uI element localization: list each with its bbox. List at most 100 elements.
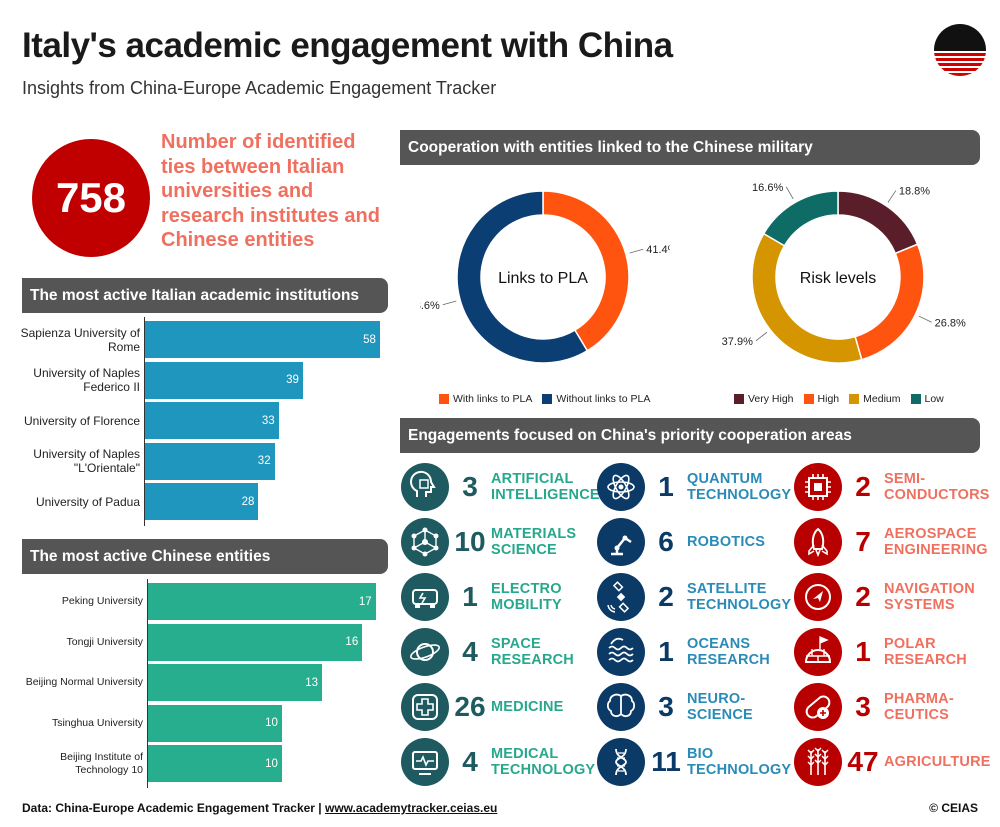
legend-label: Medium — [863, 393, 901, 405]
legend-swatch — [439, 394, 449, 404]
molecule-icon — [401, 518, 449, 566]
igloo-flag-icon — [794, 628, 842, 676]
legend-item: Very High — [734, 393, 794, 405]
donut-leader-line — [887, 190, 897, 203]
priority-area-label: SPACE RESEARCH — [491, 636, 574, 668]
donut-slice — [762, 190, 839, 247]
priority-area-label: MEDICAL TECHNOLOGY — [491, 746, 596, 778]
atom-icon — [597, 463, 645, 511]
section-chinese-entities: The most active Chinese entities — [22, 539, 388, 574]
priority-area-count: 4 — [462, 636, 478, 667]
priority-area-tile: 1 OCEANS RESEARCH — [597, 628, 795, 676]
priority-area-tile: 7 AEROSPACE ENGINEERING — [794, 518, 992, 566]
priority-area-tile: 2 SEMI-CONDUCTORS — [794, 463, 992, 511]
ceias-logo-icon — [934, 24, 986, 76]
donut-value-label: 18.8% — [899, 186, 930, 198]
legend-item: With links to PLA — [439, 393, 532, 405]
bar-value-label: 28 — [241, 495, 255, 508]
legend-label: High — [817, 393, 840, 405]
section-italian-institutions: The most active Italian academic institu… — [22, 278, 388, 313]
priority-area-label: OCEANS RESEARCH — [687, 636, 770, 668]
waves-icon — [597, 628, 645, 676]
bar-value-label: 16 — [345, 636, 359, 648]
priority-area-tile: 47 AGRICULTURE — [794, 738, 992, 786]
total-ties-description: Number of identified ties between Italia… — [161, 131, 380, 251]
priority-area-tile: 2 SATELLITE TECHNOLOGY — [597, 573, 795, 621]
copyright: © CEIAS — [929, 801, 978, 815]
priority-area-count: 26 — [454, 691, 486, 722]
priority-area-count: 1 — [658, 636, 674, 667]
bar: 58 — [145, 321, 380, 358]
priority-area-count: 4 — [462, 746, 478, 777]
bar-category-label: University of Padua — [35, 494, 140, 509]
bar-category-label: Beijing Institute of Technology 10 — [60, 750, 143, 776]
priority-area-count: 1 — [462, 581, 478, 612]
priority-area-tile: 3 NEURO-SCIENCE — [597, 683, 795, 731]
rocket-icon — [794, 518, 842, 566]
bar: 10 — [148, 704, 282, 742]
bar: 16 — [148, 623, 363, 661]
priority-area-count: 10 — [454, 526, 486, 557]
priority-area-label: MATERIALS SCIENCE — [491, 526, 577, 558]
risk-legend: Very High High Medium Low — [734, 393, 944, 405]
electric-car-icon — [401, 573, 449, 621]
priority-area-tile: 3 ARTIFICIAL INTELLIGENCE — [401, 463, 600, 511]
bar-value-label: 10 — [265, 757, 278, 770]
pla-legend: With links to PLA Without links to PLA — [439, 393, 650, 405]
bar-category-label: Tongji University — [66, 635, 143, 648]
bar-value-label: 33 — [261, 414, 275, 427]
legend-item: Without links to PLA — [542, 393, 650, 405]
priority-area-count: 47 — [847, 746, 879, 777]
source-prefix: Data: China-Europe Academic Engagement T… — [22, 801, 325, 815]
priority-area-label: SEMI-CONDUCTORS — [884, 471, 990, 503]
total-ties-badge: 758 — [32, 139, 150, 257]
legend-label: Very High — [748, 393, 794, 405]
section-priority-areas: Engagements focused on China's priority … — [400, 418, 980, 453]
donut-center-label: Risk levels — [800, 270, 876, 287]
donut-center-label: Links to PLA — [498, 270, 588, 287]
priority-area-label: ARTIFICIAL INTELLIGENCE — [491, 471, 600, 503]
priority-area-count: 11 — [651, 746, 681, 777]
donut-slice — [456, 190, 589, 364]
priority-area-count: 3 — [462, 471, 478, 502]
legend-item: Low — [910, 393, 944, 405]
bar-value-label: 13 — [305, 676, 319, 689]
bar: 17 — [148, 583, 376, 620]
bar-axis — [144, 317, 145, 526]
donut-leader-line — [442, 300, 457, 306]
donut-slice — [837, 190, 919, 255]
priority-area-label: QUANTUM TECHNOLOGY — [687, 471, 792, 503]
pla-links-donut-chart: 41.4% 58.6% Links to PLA — [420, 190, 670, 364]
priority-area-label: BIO TECHNOLOGY — [687, 746, 792, 778]
donut-leader-line — [785, 186, 794, 200]
priority-area-count: 3 — [658, 691, 674, 722]
priority-area-count: 1 — [658, 471, 674, 502]
priority-area-tile: 10 MATERIALS SCIENCE — [401, 518, 599, 566]
legend-label: Low — [924, 393, 944, 405]
priority-area-tile: 6 ROBOTICS — [597, 518, 795, 566]
bar: 28 — [145, 483, 259, 520]
bar: 10 — [148, 745, 282, 782]
bar-category-label: University of Florence — [23, 413, 140, 428]
priority-area-tile: 11 BIO TECHNOLOGY — [597, 738, 795, 786]
legend-swatch — [849, 394, 860, 404]
risk-levels-donut-chart: 18.8% 26.8% 37.9% 16.6% Risk levels — [722, 182, 966, 364]
bar: 33 — [145, 402, 279, 439]
priority-area-label: NEURO-SCIENCE — [687, 691, 753, 723]
brain-icon — [597, 683, 645, 731]
bar: 13 — [148, 664, 323, 701]
donut-value-label: 16.6% — [752, 182, 783, 194]
priority-area-label: ROBOTICS — [687, 534, 766, 550]
priority-area-count: 2 — [658, 581, 674, 612]
legend-item: Medium — [849, 393, 901, 405]
bar-value-label: 32 — [257, 455, 271, 467]
bar-value-label: 39 — [286, 374, 299, 386]
priority-area-tile: 1 QUANTUM TECHNOLOGY — [597, 463, 795, 511]
bar-category-label: Tsinghua University — [51, 716, 143, 729]
priority-area-count: 2 — [855, 471, 871, 502]
donut-leader-line — [629, 248, 644, 254]
source-link[interactable]: www.academytracker.ceias.eu — [325, 801, 498, 815]
donut-slice — [751, 232, 863, 364]
donut-leader-line — [918, 315, 932, 323]
medical-cross-icon — [401, 683, 449, 731]
